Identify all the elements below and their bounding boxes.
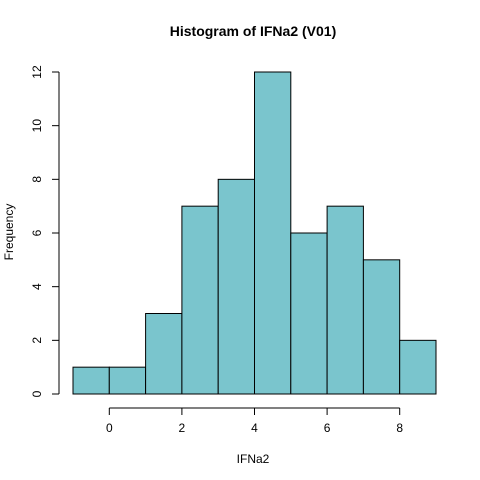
y-tick-label: 0 bbox=[30, 390, 44, 397]
histogram-bar bbox=[217, 178, 255, 395]
histogram-bar bbox=[72, 366, 110, 395]
histogram-bar bbox=[290, 232, 328, 395]
x-tick-label: 8 bbox=[396, 421, 403, 435]
chart-title: Histogram of IFNa2 (V01) bbox=[170, 23, 336, 39]
histogram-bar bbox=[362, 259, 401, 395]
y-axis: 0 2 4 6 8 10 12 bbox=[30, 65, 60, 397]
histogram-bar bbox=[108, 366, 147, 395]
x-axis: 0 2 4 6 8 bbox=[106, 407, 403, 435]
x-tick-label: 4 bbox=[251, 421, 258, 435]
histogram-bar bbox=[326, 205, 364, 395]
y-tick-label: 2 bbox=[30, 337, 44, 344]
x-tick-label: 2 bbox=[179, 421, 186, 435]
histogram-bar bbox=[181, 205, 219, 395]
y-tick-label: 8 bbox=[30, 176, 44, 183]
y-axis-title: Frequency bbox=[2, 204, 16, 261]
histogram-bar bbox=[254, 71, 292, 395]
y-tick-label: 10 bbox=[30, 119, 44, 133]
y-tick-label: 4 bbox=[30, 283, 44, 290]
x-axis-title: IFNa2 bbox=[237, 452, 270, 466]
bars-group bbox=[72, 71, 437, 395]
y-tick-label: 12 bbox=[30, 65, 44, 79]
histogram-bar bbox=[145, 313, 183, 395]
x-tick-label: 6 bbox=[324, 421, 331, 435]
x-tick-label: 0 bbox=[106, 421, 113, 435]
histogram-bar bbox=[399, 339, 437, 395]
y-tick-label: 6 bbox=[30, 229, 44, 236]
